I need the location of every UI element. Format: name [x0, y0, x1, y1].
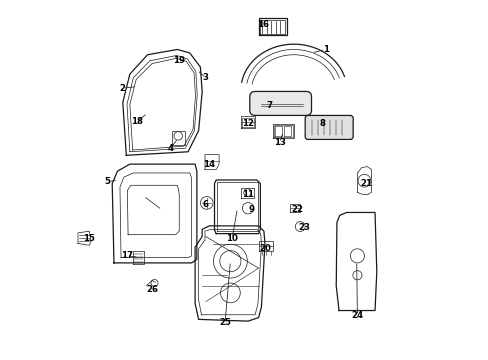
- Text: 22: 22: [291, 206, 303, 215]
- Text: 12: 12: [242, 119, 253, 128]
- Text: 3: 3: [203, 73, 208, 82]
- Text: 2: 2: [120, 84, 125, 93]
- Text: 18: 18: [131, 117, 142, 126]
- Text: 23: 23: [298, 223, 310, 232]
- Text: 17: 17: [121, 251, 133, 260]
- Text: 14: 14: [203, 159, 215, 168]
- Text: 25: 25: [219, 318, 230, 327]
- Text: 1: 1: [322, 45, 328, 54]
- Text: 16: 16: [257, 20, 269, 29]
- Text: 4: 4: [167, 144, 173, 153]
- Text: 20: 20: [259, 244, 271, 253]
- Text: 13: 13: [273, 139, 285, 148]
- Text: 15: 15: [83, 234, 95, 243]
- Text: 6: 6: [203, 200, 208, 209]
- Text: 21: 21: [360, 179, 371, 188]
- FancyBboxPatch shape: [249, 91, 311, 116]
- FancyBboxPatch shape: [305, 116, 352, 139]
- Text: 10: 10: [226, 234, 238, 243]
- Text: 26: 26: [146, 285, 159, 294]
- Text: 8: 8: [319, 119, 325, 128]
- Text: 24: 24: [350, 311, 363, 320]
- Text: 11: 11: [242, 190, 253, 199]
- Text: 7: 7: [265, 102, 272, 111]
- Text: 19: 19: [173, 55, 185, 64]
- Text: 5: 5: [104, 177, 110, 186]
- Text: 9: 9: [248, 206, 254, 215]
